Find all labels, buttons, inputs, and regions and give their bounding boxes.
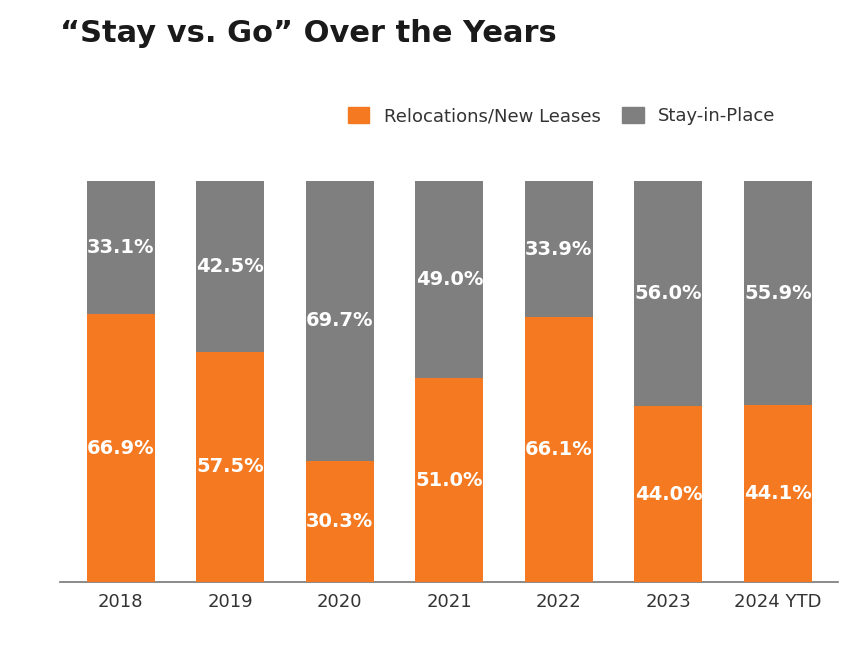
Bar (744, 181, 812, 406)
Text: 69.7%: 69.7% (306, 311, 373, 331)
Text: 30.3%: 30.3% (306, 512, 373, 531)
Text: 66.1%: 66.1% (525, 440, 593, 459)
Bar (416, 378, 483, 582)
Bar (744, 406, 812, 582)
Bar (524, 317, 593, 582)
Text: 33.1%: 33.1% (87, 238, 155, 257)
Bar (196, 181, 264, 352)
Bar (306, 181, 374, 461)
Bar (196, 352, 264, 582)
Bar (86, 314, 155, 582)
Text: 51.0%: 51.0% (416, 470, 483, 490)
Text: 42.5%: 42.5% (196, 257, 264, 276)
Legend: Relocations/New Leases, Stay-in-Place: Relocations/New Leases, Stay-in-Place (340, 100, 783, 133)
Bar (416, 181, 483, 378)
Text: 56.0%: 56.0% (634, 284, 702, 303)
Text: 55.9%: 55.9% (744, 284, 811, 303)
Text: 44.0%: 44.0% (634, 485, 702, 503)
Text: 33.9%: 33.9% (525, 239, 593, 259)
Bar (634, 406, 702, 582)
Bar (86, 181, 155, 314)
Text: 44.1%: 44.1% (744, 485, 811, 503)
Text: 49.0%: 49.0% (416, 270, 483, 289)
Text: 57.5%: 57.5% (196, 457, 264, 476)
Bar (524, 181, 593, 317)
Bar (306, 461, 374, 582)
Text: “Stay vs. Go” Over the Years: “Stay vs. Go” Over the Years (60, 19, 557, 49)
Text: 66.9%: 66.9% (87, 439, 155, 457)
Bar (634, 181, 702, 406)
